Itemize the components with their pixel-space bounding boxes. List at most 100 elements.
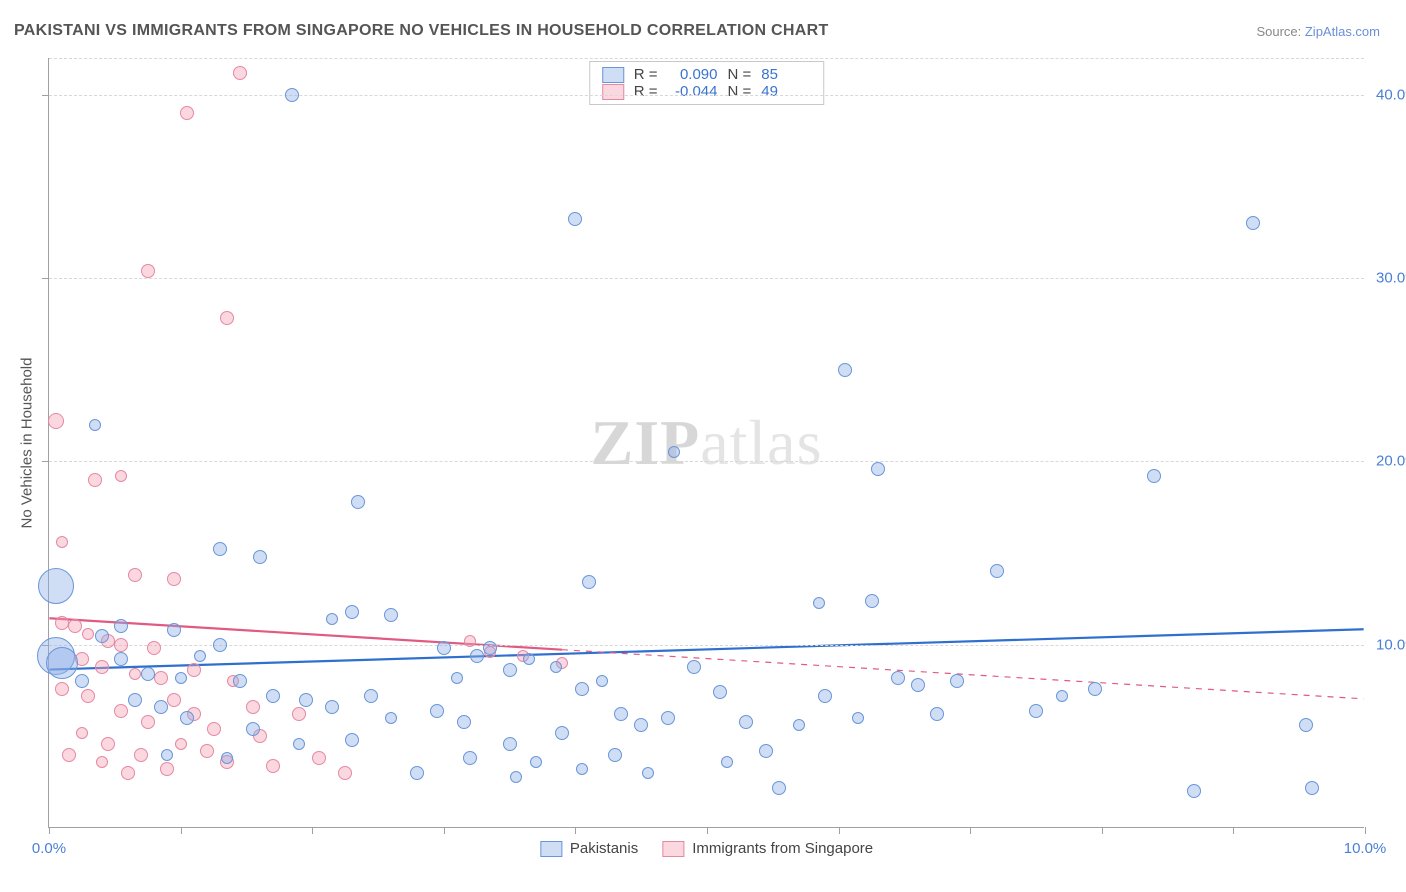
data-point-pakistanis xyxy=(114,619,128,633)
y-tick xyxy=(42,461,49,462)
gridline xyxy=(49,645,1364,646)
y-tick-label: 40.0% xyxy=(1376,86,1406,103)
data-point-pakistanis xyxy=(38,568,74,604)
data-point-pakistanis xyxy=(818,689,832,703)
chart-title: PAKISTANI VS IMMIGRANTS FROM SINGAPORE N… xyxy=(14,22,829,40)
x-tick xyxy=(707,827,708,834)
gridline xyxy=(49,95,1364,96)
data-point-pakistanis xyxy=(813,597,825,609)
r-label: R = xyxy=(634,66,658,83)
gridline xyxy=(49,278,1364,279)
x-tick xyxy=(1233,827,1234,834)
data-point-singapore xyxy=(167,572,181,586)
x-tick xyxy=(49,827,50,834)
data-point-singapore xyxy=(154,671,168,685)
data-point-singapore xyxy=(101,737,115,751)
r-value: -0.044 xyxy=(668,83,718,100)
data-point-pakistanis xyxy=(911,678,925,692)
data-point-pakistanis xyxy=(1299,718,1313,732)
data-point-pakistanis xyxy=(838,363,852,377)
data-point-pakistanis xyxy=(582,575,596,589)
data-point-singapore xyxy=(114,638,128,652)
data-point-pakistanis xyxy=(285,88,299,102)
y-axis-label: No Vehicles in Household xyxy=(19,357,36,528)
data-point-pakistanis xyxy=(437,641,451,655)
data-point-pakistanis xyxy=(175,672,187,684)
data-point-pakistanis xyxy=(568,212,582,226)
data-point-pakistanis xyxy=(141,667,155,681)
data-point-pakistanis xyxy=(410,766,424,780)
y-tick-label: 20.0% xyxy=(1376,453,1406,470)
data-point-pakistanis xyxy=(299,693,313,707)
data-point-pakistanis xyxy=(95,629,109,643)
data-point-singapore xyxy=(207,722,221,736)
data-point-pakistanis xyxy=(687,660,701,674)
data-point-pakistanis xyxy=(246,722,260,736)
data-point-pakistanis xyxy=(642,767,654,779)
data-point-singapore xyxy=(180,106,194,120)
data-point-singapore xyxy=(48,413,64,429)
data-point-pakistanis xyxy=(523,653,535,665)
data-point-pakistanis xyxy=(325,700,339,714)
legend-item: Pakistanis xyxy=(540,840,638,857)
legend-swatch xyxy=(602,84,624,100)
data-point-pakistanis xyxy=(364,689,378,703)
data-point-pakistanis xyxy=(596,675,608,687)
data-point-pakistanis xyxy=(1147,469,1161,483)
data-point-pakistanis xyxy=(167,623,181,637)
data-point-singapore xyxy=(56,536,68,548)
source-link[interactable]: ZipAtlas.com xyxy=(1305,24,1380,39)
data-point-pakistanis xyxy=(1187,784,1201,798)
data-point-pakistanis xyxy=(772,781,786,795)
data-point-pakistanis xyxy=(1246,216,1260,230)
x-tick xyxy=(1102,827,1103,834)
data-point-pakistanis xyxy=(384,608,398,622)
legend-label: Immigrants from Singapore xyxy=(692,840,873,857)
legend-stats-row: R = 0.090 N = 85 xyxy=(602,66,812,83)
r-value: 0.090 xyxy=(668,66,718,83)
data-point-pakistanis xyxy=(852,712,864,724)
data-point-pakistanis xyxy=(1029,704,1043,718)
data-point-pakistanis xyxy=(793,719,805,731)
data-point-pakistanis xyxy=(75,674,89,688)
data-point-pakistanis xyxy=(46,647,78,679)
data-point-singapore xyxy=(134,748,148,762)
data-point-singapore xyxy=(147,641,161,655)
data-point-singapore xyxy=(160,762,174,776)
n-value: 49 xyxy=(761,83,811,100)
data-point-pakistanis xyxy=(575,682,589,696)
data-point-pakistanis xyxy=(1056,690,1068,702)
gridline xyxy=(49,58,1364,59)
data-point-pakistanis xyxy=(990,564,1004,578)
data-point-singapore xyxy=(141,264,155,278)
n-label: N = xyxy=(728,66,752,83)
data-point-pakistanis xyxy=(739,715,753,729)
n-value: 85 xyxy=(761,66,811,83)
data-point-pakistanis xyxy=(950,674,964,688)
legend-swatch xyxy=(540,841,562,857)
data-point-pakistanis xyxy=(550,661,562,673)
data-point-pakistanis xyxy=(253,550,267,564)
data-point-pakistanis xyxy=(385,712,397,724)
data-point-pakistanis xyxy=(668,446,680,458)
x-tick xyxy=(181,827,182,834)
data-point-singapore xyxy=(95,660,109,674)
data-point-pakistanis xyxy=(345,605,359,619)
data-point-pakistanis xyxy=(614,707,628,721)
data-point-singapore xyxy=(62,748,76,762)
data-point-pakistanis xyxy=(483,641,497,655)
data-point-pakistanis xyxy=(213,542,227,556)
data-point-singapore xyxy=(246,700,260,714)
data-point-pakistanis xyxy=(930,707,944,721)
data-point-pakistanis xyxy=(266,689,280,703)
legend-swatch xyxy=(602,67,624,83)
x-tick xyxy=(312,827,313,834)
data-point-singapore xyxy=(114,704,128,718)
data-point-singapore xyxy=(96,756,108,768)
data-point-singapore xyxy=(233,66,247,80)
data-point-singapore xyxy=(55,682,69,696)
y-tick-label: 30.0% xyxy=(1376,270,1406,287)
data-point-singapore xyxy=(312,751,326,765)
legend-stats-box: R = 0.090 N = 85R = -0.044 N = 49 xyxy=(589,61,825,105)
data-point-pakistanis xyxy=(293,738,305,750)
